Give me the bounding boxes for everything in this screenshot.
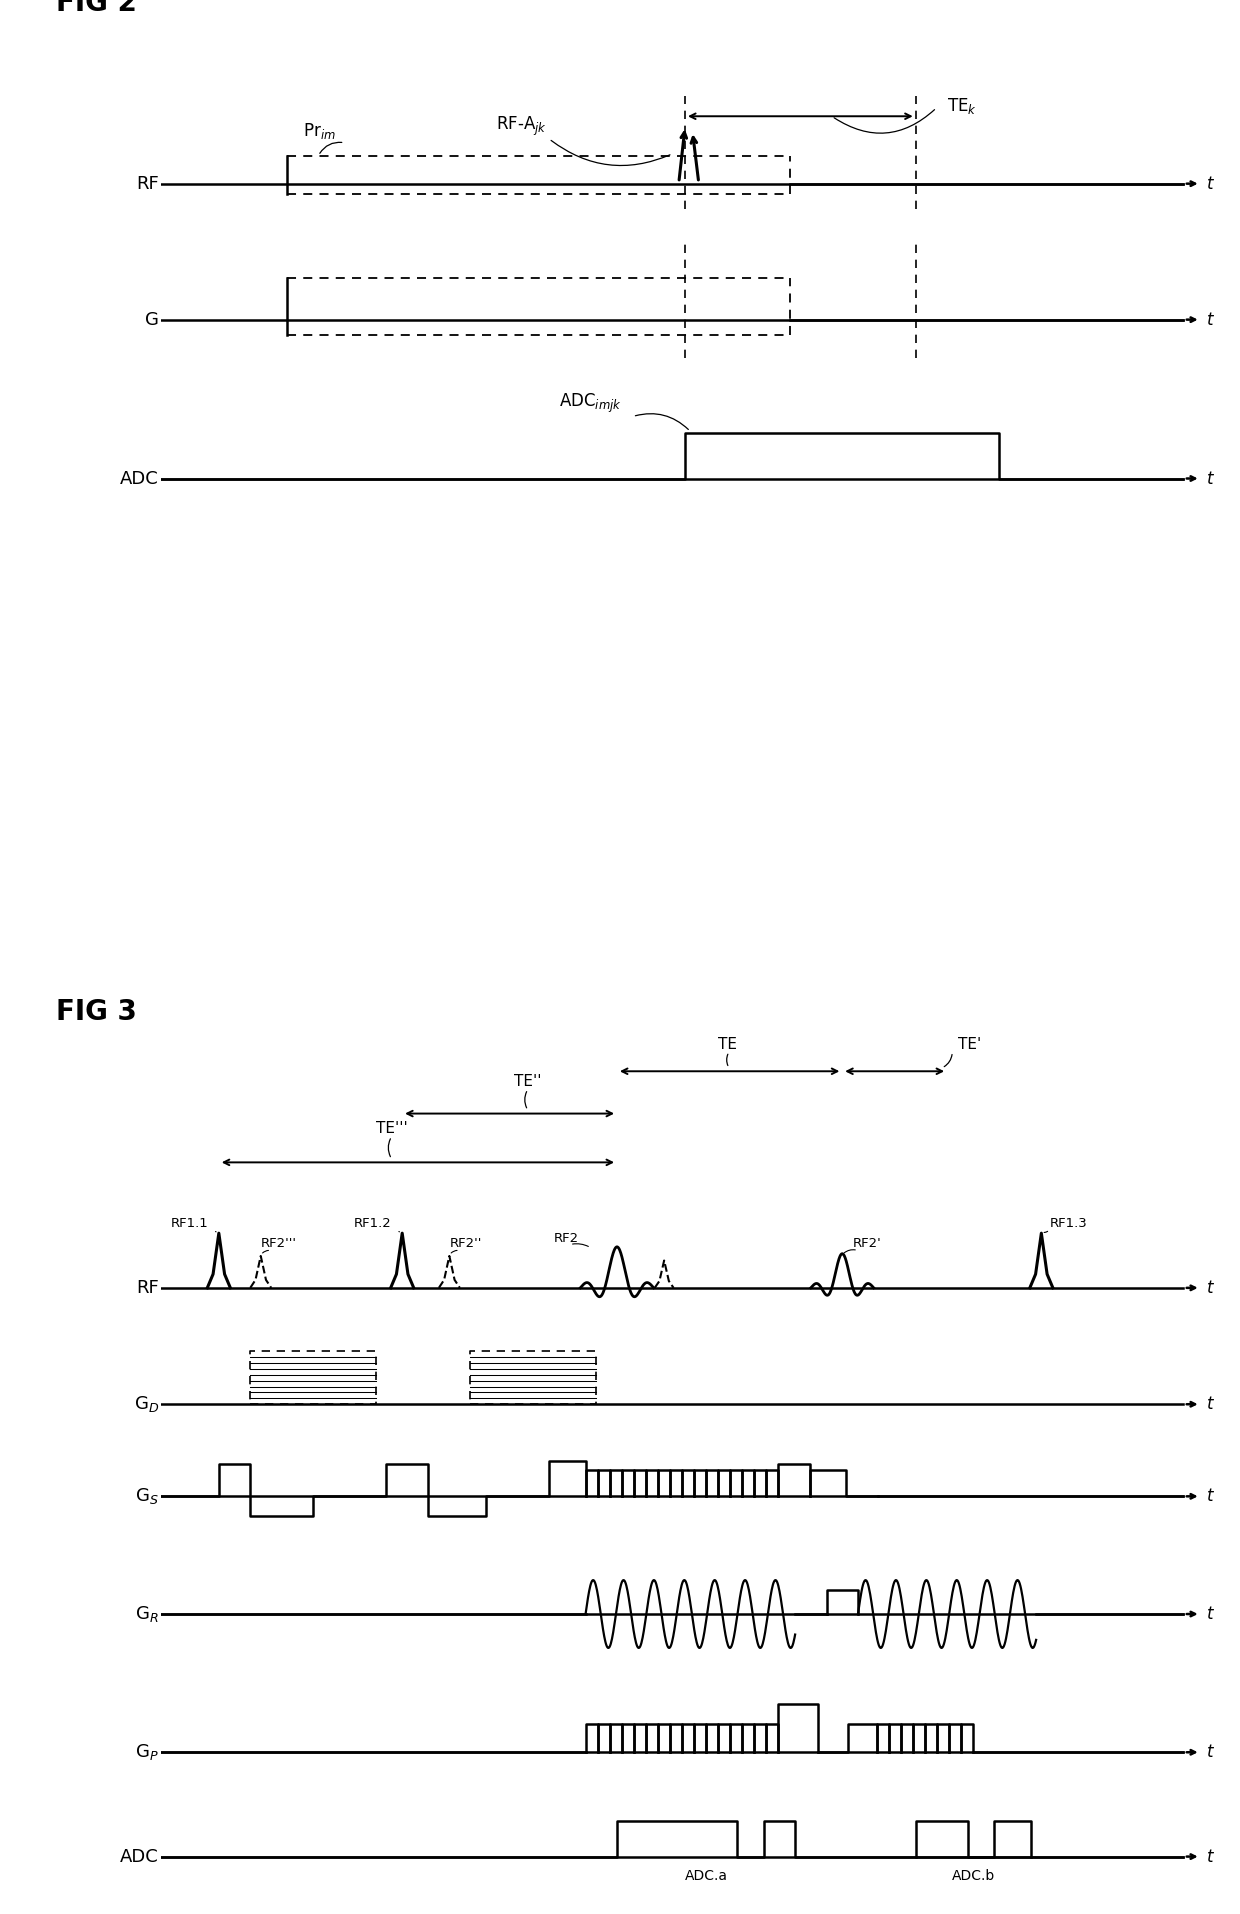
Text: TE'': TE'' <box>515 1074 542 1089</box>
Text: G$_S$: G$_S$ <box>135 1487 159 1506</box>
Text: RF1.3: RF1.3 <box>1050 1217 1087 1229</box>
Text: RF2': RF2' <box>853 1238 882 1250</box>
Text: G$_R$: G$_R$ <box>135 1604 159 1623</box>
Text: RF: RF <box>136 174 159 193</box>
Text: TE: TE <box>718 1037 737 1051</box>
Text: $t$: $t$ <box>1205 1395 1215 1413</box>
Text: G$_P$: G$_P$ <box>135 1742 159 1763</box>
Text: RF2: RF2 <box>554 1231 579 1244</box>
Text: RF2''': RF2''' <box>260 1238 296 1250</box>
Text: RF-A$_{jk}$: RF-A$_{jk}$ <box>496 115 548 138</box>
Text: $t$: $t$ <box>1205 1606 1215 1623</box>
Text: TE''': TE''' <box>376 1122 408 1137</box>
Text: FIG 2: FIG 2 <box>56 0 136 17</box>
Text: ADC: ADC <box>120 1847 159 1866</box>
Text: RF1.1: RF1.1 <box>171 1217 208 1229</box>
Text: ADC.a: ADC.a <box>684 1868 728 1883</box>
Text: TE': TE' <box>957 1037 981 1051</box>
Text: $t$: $t$ <box>1205 1487 1215 1504</box>
Text: G: G <box>145 310 159 329</box>
Text: RF2'': RF2'' <box>449 1238 481 1250</box>
Text: FIG 3: FIG 3 <box>56 997 136 1026</box>
Text: $t$: $t$ <box>1205 1279 1215 1298</box>
Text: TE$_k$: TE$_k$ <box>947 96 977 117</box>
Text: G$_D$: G$_D$ <box>134 1393 159 1414</box>
Text: RF: RF <box>136 1279 159 1298</box>
Text: $t$: $t$ <box>1205 310 1215 329</box>
Text: ADC: ADC <box>120 469 159 488</box>
Text: $t$: $t$ <box>1205 469 1215 488</box>
Text: ADC.b: ADC.b <box>951 1868 994 1883</box>
Text: Pr$_{im}$: Pr$_{im}$ <box>303 121 336 142</box>
Text: RF1.2: RF1.2 <box>353 1217 392 1229</box>
Text: $t$: $t$ <box>1205 1744 1215 1761</box>
Text: $t$: $t$ <box>1205 174 1215 193</box>
Text: ADC$_{imjk}$: ADC$_{imjk}$ <box>559 392 622 415</box>
Text: $t$: $t$ <box>1205 1847 1215 1866</box>
